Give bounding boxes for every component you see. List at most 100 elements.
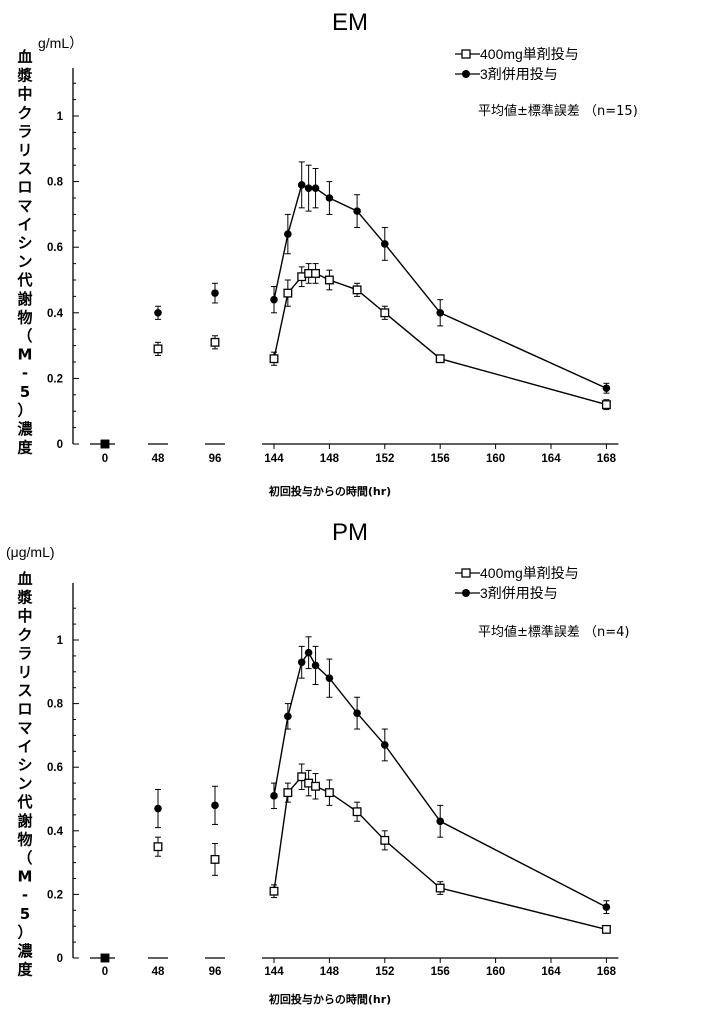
data-point — [325, 194, 334, 202]
data-point — [435, 883, 445, 893]
data-point — [380, 835, 390, 845]
data-point — [210, 337, 220, 347]
data-point — [284, 712, 292, 721]
legend-circle-marker — [462, 589, 470, 597]
axes — [72, 68, 619, 449]
data-point — [602, 384, 611, 393]
y-tick-label: 0 — [57, 953, 63, 965]
data-point — [353, 709, 361, 717]
data-point — [283, 788, 293, 798]
series-combination — [101, 636, 611, 962]
data-point — [269, 886, 279, 896]
data-point — [381, 240, 389, 248]
y-tick-label: 0.6 — [47, 242, 63, 254]
series-single-dose — [100, 263, 611, 449]
x-tick-labels: 0 48 96 144 148 152 156 160 164 168 — [102, 453, 617, 465]
data-point — [324, 275, 334, 285]
data-point — [601, 400, 611, 410]
y-tick-label: 1 — [57, 635, 64, 647]
data-point — [311, 184, 320, 192]
series-single-dose — [100, 763, 611, 963]
data-point — [325, 674, 334, 682]
x-tick-label: 152 — [375, 966, 394, 978]
legend-label-combo: 3剤併用投与 — [480, 66, 558, 82]
series-group — [100, 161, 611, 449]
x-axis-label: 初回投与からの時間(hr) — [269, 992, 391, 1006]
data-point — [297, 772, 307, 782]
x-tick-label: 0 — [102, 966, 108, 978]
series-line — [273, 272, 607, 406]
y-axis-label: 血漿中クラリスロマイシン代謝物（ M -5 ）濃度 — [16, 48, 33, 457]
chart-panel-pm: PM (μg/mL) 血漿中クラリスロマイシン代謝物（ M -5 ）濃度 0 0.2 0.… — [6, 519, 630, 1006]
x-tick-label: 164 — [541, 966, 561, 978]
data-point — [352, 285, 362, 295]
y-tick-label: 0.6 — [47, 762, 63, 774]
x-tick-label: 144 — [264, 453, 284, 465]
data-point — [352, 807, 362, 817]
chart-panel-em: EM g/mL） 血漿中クラリスロマイシン代謝物（ M -5 ）濃度 00.20.40… — [16, 9, 637, 498]
x-tick-label: 160 — [486, 453, 505, 465]
data-point — [283, 288, 293, 298]
y-axis-label: 血漿中クラリスロマイシン代謝物（ M -5 ）濃度 — [16, 570, 33, 979]
legend-label-combo: 3剤併用投与 — [480, 585, 558, 601]
x-tick-label: 96 — [209, 453, 222, 465]
y-tick-labels: 0 0.2 0.4 0.6 0.8 1 — [47, 635, 64, 965]
series-line — [273, 775, 607, 931]
data-point — [153, 842, 163, 852]
y-tick-label: 0.8 — [47, 177, 64, 189]
y-tick-label: 0 — [57, 439, 63, 451]
data-point — [284, 230, 292, 238]
series-line — [273, 651, 607, 908]
y-unit-label: g/mL） — [38, 35, 83, 51]
data-point — [311, 661, 320, 670]
chart-title: PM — [332, 519, 368, 546]
data-point — [380, 308, 390, 318]
data-point — [270, 792, 278, 800]
x-tick-label: 160 — [486, 966, 505, 978]
y-tick-label: 0.2 — [47, 373, 63, 385]
y-unit-label: (μg/mL) — [6, 544, 55, 560]
y-tick-label: 0.2 — [47, 889, 63, 901]
data-point — [436, 817, 445, 826]
x-tick-label: 96 — [209, 966, 222, 978]
y-tick-label: 1 — [57, 111, 64, 123]
data-point — [304, 184, 313, 192]
series-line — [273, 183, 607, 389]
y-tick-labels: 0 0.2 0.4 0.6 0.8 1 — [47, 111, 64, 451]
x-tick-label: 152 — [375, 453, 394, 465]
x-tick-label: 0 — [102, 453, 108, 465]
y-tick-label: 0.4 — [47, 308, 64, 320]
data-point — [311, 268, 320, 278]
data-point — [211, 289, 219, 297]
data-point — [311, 781, 320, 791]
data-point — [602, 903, 611, 911]
x-tick-label: 148 — [320, 966, 340, 978]
legend: 400mg単剤投与 3剤併用投与 — [455, 46, 579, 82]
x-tick-label: 164 — [541, 453, 561, 465]
y-tick-label: 0.8 — [47, 699, 64, 711]
y-tick-label: 0.4 — [47, 826, 64, 838]
chart-title: EM — [332, 9, 368, 36]
data-point — [154, 309, 162, 317]
data-point — [211, 801, 219, 810]
data-point — [436, 309, 445, 317]
legend-square-marker — [461, 49, 471, 59]
legend: 400mg単剤投与 3剤併用投与 — [455, 565, 579, 601]
legend-label-single: 400mg単剤投与 — [480, 46, 579, 62]
x-axis-label: 初回投与からの時間(hr) — [269, 484, 391, 498]
x-tick-label: 148 — [320, 453, 340, 465]
data-point — [269, 354, 279, 364]
x-tick-labels: 0 48 96 144 148 152 156 160 164 168 — [102, 966, 617, 978]
data-point — [435, 354, 445, 364]
x-tick-label: 144 — [264, 966, 284, 978]
data-point — [381, 741, 389, 749]
data-point — [324, 788, 334, 798]
data-point — [297, 181, 306, 189]
data-point — [153, 344, 163, 354]
data-point — [154, 804, 162, 813]
data-point-origin — [101, 440, 109, 448]
series-combination — [101, 161, 611, 448]
data-point — [353, 207, 361, 215]
data-point — [304, 648, 313, 657]
